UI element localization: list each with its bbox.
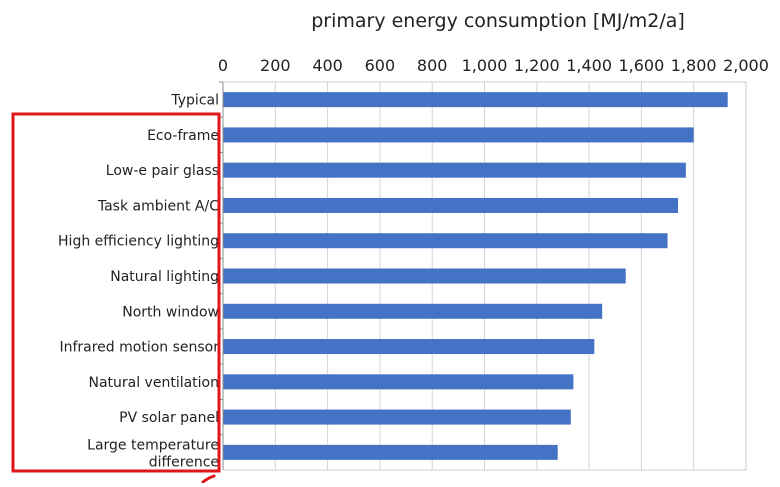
x-tick-label: 1,400 (566, 56, 612, 75)
category-label: Infrared motion sensor (59, 340, 219, 356)
bar (223, 303, 603, 319)
bar (223, 409, 571, 425)
category-label: PV solar panel (119, 410, 219, 426)
x-tick-label: 400 (312, 56, 343, 75)
x-tick-label: 1,600 (618, 56, 664, 75)
category-label: Task ambient A/C (97, 198, 219, 214)
category-label: Natural lighting (110, 269, 219, 285)
x-tick-label: 1,000 (462, 56, 508, 75)
category-label: Eco-frame (147, 128, 219, 144)
x-tick-label: 600 (365, 56, 396, 75)
bar (223, 197, 679, 213)
x-tick-label: 1,800 (671, 56, 717, 75)
bar (223, 162, 686, 178)
x-tick-label: 800 (417, 56, 448, 75)
bar (223, 92, 728, 108)
highlight-tail-mark (201, 474, 216, 484)
category-label: High efficiency lighting (58, 234, 219, 250)
x-tick-label: 1,200 (514, 56, 560, 75)
bar (223, 339, 595, 355)
chart-title: primary energy consumption [MJ/m2/a] (311, 10, 685, 32)
bar (223, 268, 626, 284)
category-label: Natural ventilation (88, 375, 219, 391)
highlight-box (11, 112, 221, 473)
x-tick-label: 2,000 (723, 56, 769, 75)
x-axis-tick-labels: 0 200 400 600 800 1,000 1,200 1,400 1,600 1,800 2,… (218, 56, 769, 75)
category-label: Typical (170, 93, 219, 109)
bar (223, 444, 558, 460)
bars (223, 92, 728, 460)
category-labels: Typical Eco-frame Low-e pair glass Task amb… (58, 81, 223, 470)
category-label: Large temperature difference (87, 437, 219, 470)
x-tick-label: 0 (218, 56, 228, 75)
bar (223, 374, 574, 390)
category-label: North window (122, 304, 219, 320)
x-tick-label: 200 (260, 56, 291, 75)
bar (223, 233, 668, 249)
category-label: Low-e pair glass (106, 163, 219, 179)
bar (223, 127, 694, 143)
